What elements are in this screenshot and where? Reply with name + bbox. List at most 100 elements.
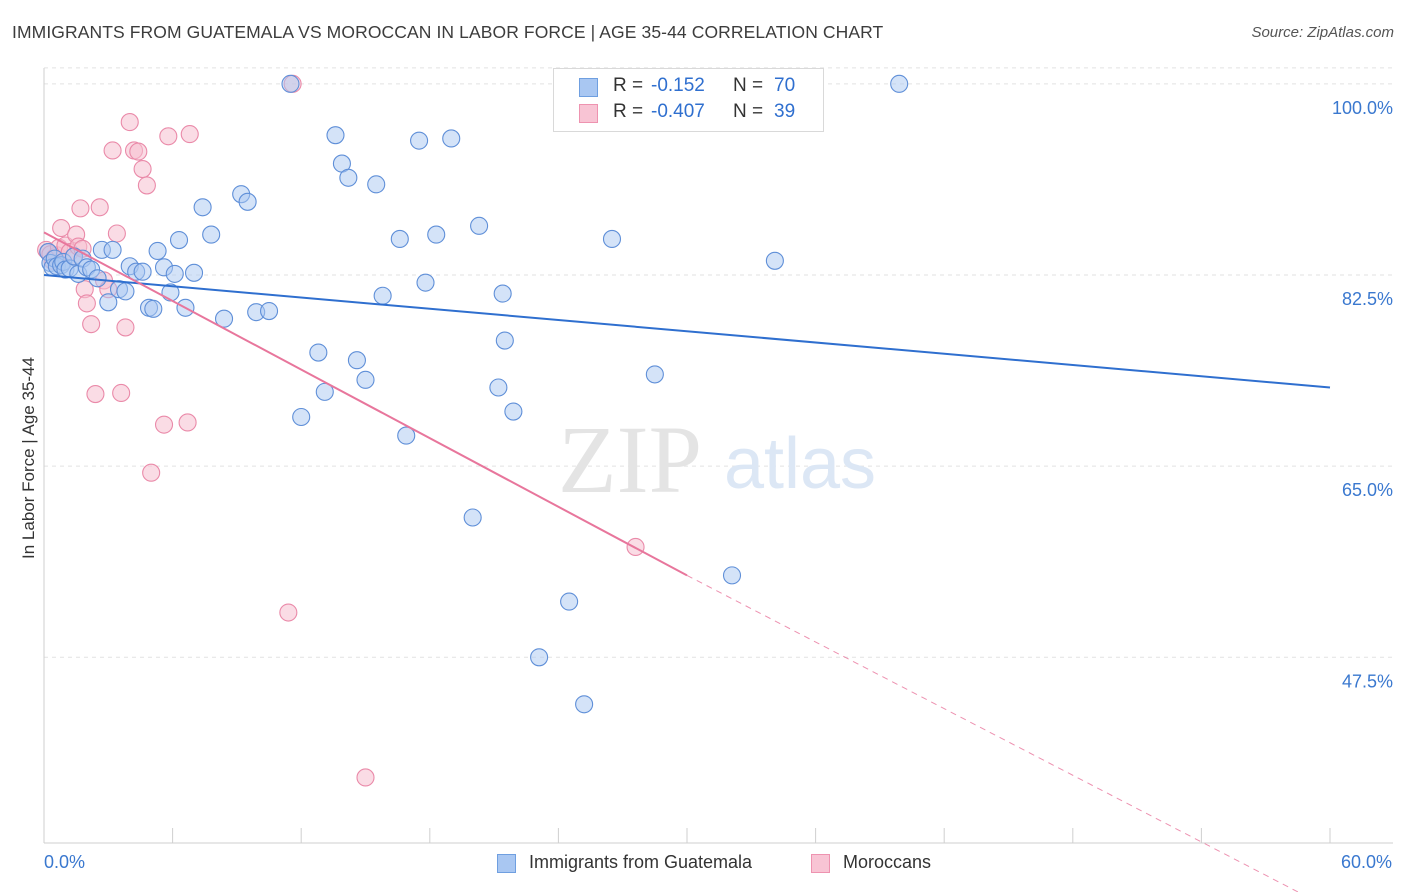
data-point-guatemala (367, 175, 386, 194)
watermark-zip: ZIP (558, 406, 702, 513)
data-point-guatemala (103, 240, 122, 259)
data-point-moroccans (180, 125, 199, 144)
data-point-guatemala (326, 126, 345, 145)
data-point-guatemala (281, 74, 300, 93)
guatemala-points (39, 74, 909, 714)
legend-r-label: R = (613, 75, 644, 96)
data-point-guatemala (148, 241, 167, 261)
data-point-guatemala (133, 262, 152, 281)
data-point-guatemala (315, 382, 334, 401)
bottom-legend-label-moroccans: Moroccans (843, 852, 932, 872)
data-point-moroccans (159, 127, 178, 146)
data-point-guatemala (890, 74, 909, 93)
data-point-guatemala (442, 129, 461, 148)
data-point-guatemala (309, 343, 328, 362)
legend-n-label: N = (733, 101, 764, 122)
legend-swatch-guatemala (579, 78, 598, 97)
data-point-guatemala (416, 273, 435, 292)
data-point-guatemala (470, 216, 489, 235)
data-point-guatemala (397, 426, 416, 445)
watermark-atlas: atlas (724, 424, 876, 504)
data-point-moroccans (116, 318, 135, 337)
data-point-guatemala (410, 131, 429, 150)
data-point-guatemala (495, 331, 514, 350)
data-point-moroccans (107, 224, 126, 243)
data-point-guatemala (99, 293, 118, 312)
data-point-moroccans (86, 385, 105, 404)
data-point-guatemala (202, 225, 221, 244)
bottom-legend-swatch-guatemala (497, 854, 516, 873)
trendline-moroccans (43, 231, 688, 577)
source-label: Source: ZipAtlas.com (1251, 24, 1394, 41)
data-point-guatemala (493, 284, 512, 303)
data-point-moroccans (120, 113, 139, 132)
data-point-guatemala (560, 592, 579, 611)
grid-lines (44, 67, 1393, 658)
y-tick-label: 65.0% (1342, 480, 1393, 500)
data-point-guatemala (765, 251, 784, 270)
data-point-moroccans (137, 176, 156, 195)
data-point-guatemala (339, 168, 358, 187)
x-axis-max-label: 60.0% (1340, 852, 1392, 872)
data-point-moroccans (154, 415, 174, 434)
legend-r-value: -0.152 (651, 75, 705, 96)
data-point-guatemala (575, 695, 594, 714)
data-point-moroccans (112, 383, 131, 403)
y-tick-label: 100.0% (1332, 98, 1393, 118)
data-point-guatemala (169, 230, 189, 250)
data-point-moroccans (279, 603, 298, 622)
data-point-guatemala (463, 508, 482, 527)
legend-r-value: -0.407 (651, 101, 705, 122)
chart-title: IMMIGRANTS FROM GUATEMALA VS MOROCCAN IN… (12, 22, 884, 42)
legend-swatch-moroccans (579, 104, 598, 123)
correlation-legend: R = -0.152 N = 70 R = -0.407 N = 39 (553, 68, 824, 132)
data-point-guatemala (645, 365, 664, 384)
trend-lines (43, 231, 1331, 892)
bottom-legend-swatch-moroccans (811, 854, 830, 873)
data-point-guatemala (347, 351, 366, 370)
data-point-moroccans (129, 142, 148, 161)
data-point-guatemala (116, 282, 135, 301)
legend-n-value: 39 (774, 101, 796, 122)
y-tick-labels: 47.5% 65.0% 82.5% 100.0% (1332, 98, 1393, 691)
data-point-guatemala (356, 370, 375, 389)
data-point-guatemala (602, 229, 622, 249)
trendline-guatemala (43, 274, 1331, 389)
data-point-moroccans (71, 199, 90, 218)
data-point-guatemala (530, 648, 549, 667)
data-point-guatemala (489, 378, 508, 397)
data-point-guatemala (504, 402, 523, 421)
axes (43, 68, 1393, 844)
data-point-guatemala (193, 198, 212, 217)
x-axis-min-label: 0.0% (44, 852, 86, 872)
trendline-moroccans-extension (686, 574, 1300, 892)
data-point-moroccans (142, 463, 161, 482)
data-point-guatemala (427, 225, 446, 244)
data-point-guatemala (292, 407, 311, 427)
legend-n-label: N = (733, 75, 764, 96)
data-point-guatemala (165, 264, 184, 283)
data-point-guatemala (390, 229, 409, 249)
y-tick-label: 82.5% (1342, 289, 1393, 309)
data-point-moroccans (103, 141, 122, 160)
data-point-guatemala (259, 301, 279, 321)
data-point-guatemala (238, 192, 257, 211)
data-point-moroccans (90, 198, 109, 217)
watermark: ZIP atlas (558, 406, 876, 513)
data-point-guatemala (144, 299, 163, 318)
bottom-legend-label-guatemala: Immigrants from Guatemala (529, 852, 753, 872)
data-point-guatemala (214, 309, 234, 328)
data-point-moroccans (133, 159, 152, 179)
data-point-moroccans (82, 315, 101, 334)
data-point-guatemala (373, 286, 392, 305)
legend-r-label: R = (613, 101, 644, 122)
data-point-guatemala (184, 263, 204, 282)
data-point-moroccans (178, 413, 197, 432)
legend-n-value: 70 (774, 75, 796, 96)
data-point-moroccans (77, 294, 96, 313)
data-point-moroccans (52, 218, 71, 238)
y-tick-label: 47.5% (1342, 671, 1393, 691)
data-point-guatemala (722, 566, 742, 585)
data-point-moroccans (356, 768, 375, 787)
